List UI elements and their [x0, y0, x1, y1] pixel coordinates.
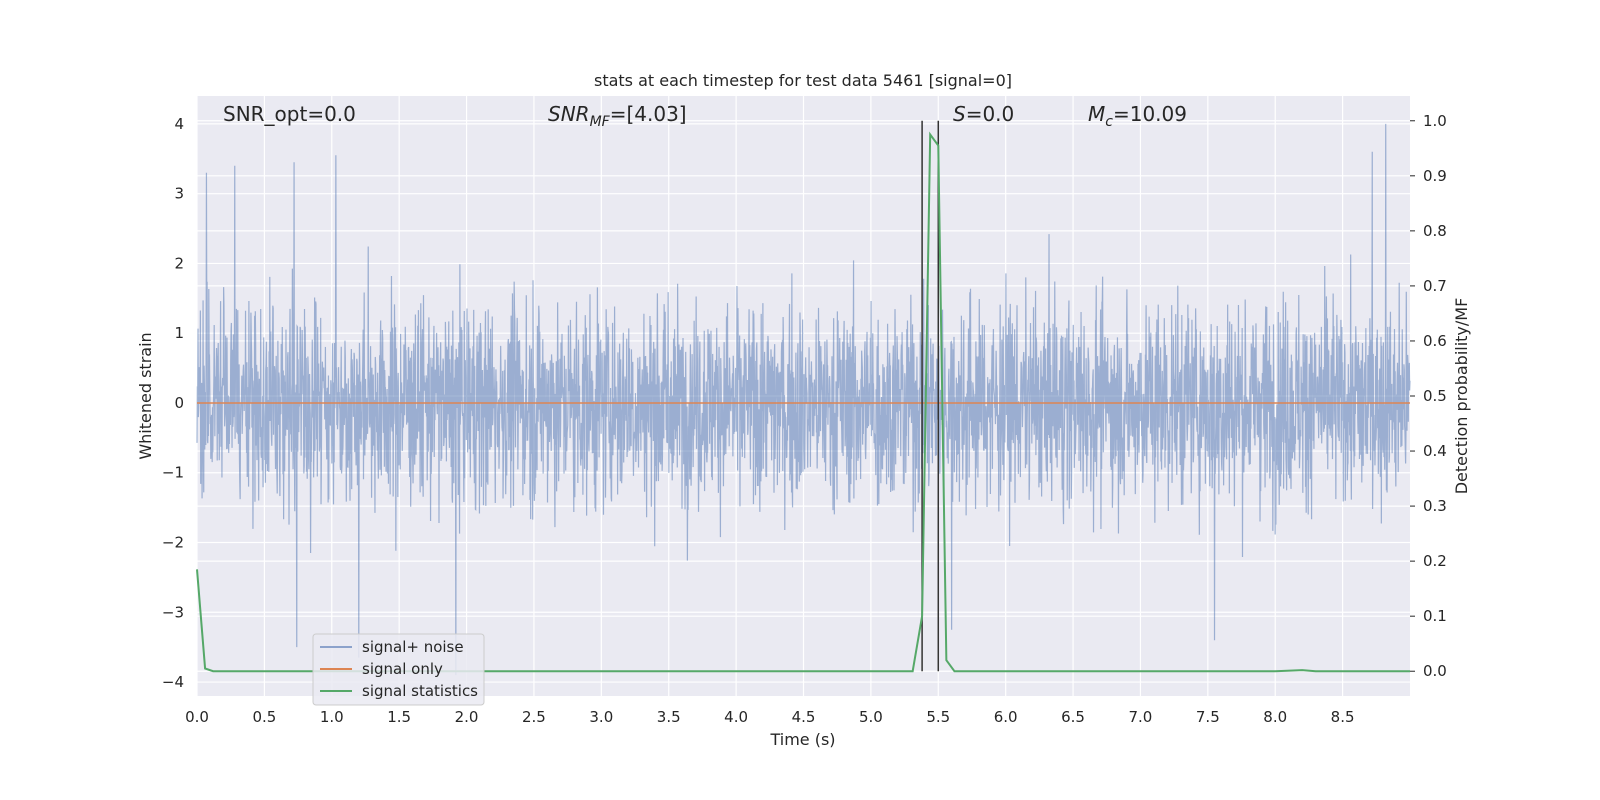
y-tick-label: 2: [174, 254, 184, 272]
y2-tick-label: 0.5: [1423, 387, 1447, 405]
annotation-mc: Mc=10.09: [1088, 102, 1187, 130]
y-axis-label: Whitened strain: [136, 332, 155, 459]
x-tick-label: 1.5: [387, 708, 411, 726]
y2-tick-label: 0.4: [1423, 442, 1447, 460]
y2-tick-label: 0.7: [1423, 277, 1447, 295]
y2-tick-label: 0.1: [1423, 607, 1447, 625]
x-tick-label: 0.0: [185, 708, 209, 726]
x-tick-label: 5.5: [926, 708, 950, 726]
y-tick-label: −4: [162, 673, 184, 691]
x-tick-label: 0.5: [252, 708, 276, 726]
y2-tick-label: 0.9: [1423, 167, 1447, 185]
x-tick-label: 4.0: [724, 708, 748, 726]
legend: signal+ noise signal only signal statist…: [312, 633, 485, 706]
y-tick-label: 0: [174, 394, 184, 412]
y-tick-label: −3: [162, 603, 184, 621]
x-tick-label: 8.0: [1263, 708, 1287, 726]
mc-symbol: M: [1088, 102, 1105, 126]
x-tick-label: 3.0: [589, 708, 613, 726]
legend-label-signal-statistics: signal statistics: [362, 682, 478, 700]
legend-label-signal-noise: signal+ noise: [362, 638, 464, 656]
y-tick-label: 1: [174, 324, 184, 342]
signal-statistics-line: [196, 131, 1410, 673]
x-tick-label: 5.0: [859, 708, 883, 726]
series-signal-statistics: [196, 131, 1410, 673]
mc-value: =10.09: [1113, 102, 1187, 126]
s-value: =0.0: [966, 102, 1015, 126]
x-tick-label: 3.5: [657, 708, 681, 726]
series-signal-noise: [196, 123, 1411, 676]
x-tick-label: 4.5: [792, 708, 816, 726]
y2-tick-label: 0.0: [1423, 662, 1447, 680]
legend-box: [312, 633, 485, 706]
x-tick-label: 1.0: [320, 708, 344, 726]
y-tick-label: 4: [174, 115, 184, 133]
annotation-s: S=0.0: [953, 102, 1014, 126]
chart-title: stats at each timestep for test data 546…: [594, 71, 1012, 90]
y2-tick-label: 0.6: [1423, 332, 1447, 350]
snr-mf-symbol: SNR: [548, 102, 590, 126]
y-tick-label: −1: [162, 464, 184, 482]
mc-subscript: c: [1105, 114, 1113, 130]
x-tick-label: 6.5: [1061, 708, 1085, 726]
annotation-snr-opt: SNR_opt=0.0: [223, 102, 356, 126]
x-tick-label: 7.0: [1129, 708, 1153, 726]
y-tick-label: −2: [162, 534, 184, 552]
x-tick-label: 8.5: [1331, 708, 1355, 726]
y2-tick-label: 1.0: [1423, 112, 1447, 130]
x-tick-label: 7.5: [1196, 708, 1220, 726]
y2-axis-label: Detection probability/MF: [1452, 298, 1471, 495]
s-symbol: S: [953, 102, 966, 126]
x-tick-label: 2.0: [455, 708, 479, 726]
y2-tick-label: 0.3: [1423, 497, 1447, 515]
signal-noise-line: [196, 123, 1411, 676]
x-axis-label: Time (s): [769, 730, 835, 749]
ticks: 0.0 0.5 1.0 1.5 2.0 2.5 3.0 3.5 4.0 4.5 5.0 5.5 6.0 6…: [162, 112, 1447, 726]
y2-tick-label: 0.8: [1423, 222, 1447, 240]
snr-mf-subscript: MF: [590, 114, 611, 130]
x-tick-label: 2.5: [522, 708, 546, 726]
annotation-snr-mf: SNRMF=[4.03]: [548, 102, 687, 130]
y2-tick-label: 0.2: [1423, 552, 1447, 570]
legend-label-signal-only: signal only: [362, 660, 443, 678]
y-tick-label: 3: [174, 185, 184, 203]
x-tick-label: 6.0: [994, 708, 1018, 726]
snr-mf-value: =[4.03]: [610, 102, 687, 126]
